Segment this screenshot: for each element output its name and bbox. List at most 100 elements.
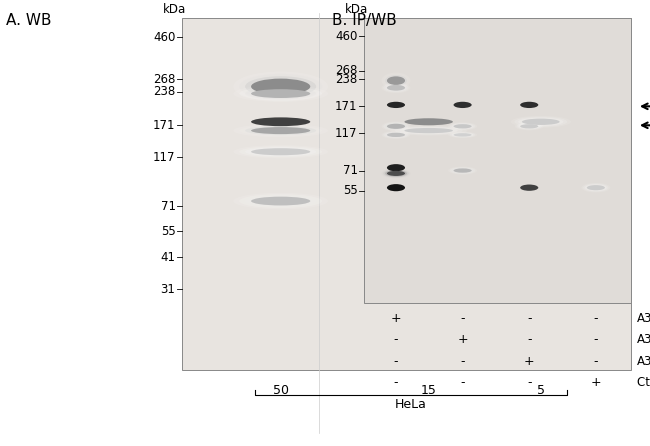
Text: A301-988A: A301-988A — [637, 355, 650, 368]
Ellipse shape — [245, 88, 316, 99]
Ellipse shape — [385, 123, 407, 130]
Ellipse shape — [385, 75, 407, 86]
Text: 71: 71 — [343, 164, 358, 177]
Text: 238: 238 — [335, 73, 358, 86]
Ellipse shape — [511, 116, 571, 128]
Ellipse shape — [251, 78, 310, 95]
Ellipse shape — [385, 170, 407, 177]
Ellipse shape — [387, 171, 405, 176]
Text: +: + — [458, 333, 468, 347]
Text: A301-986A: A301-986A — [637, 312, 650, 325]
Text: +: + — [591, 376, 601, 389]
Ellipse shape — [452, 132, 473, 137]
Text: 238: 238 — [153, 85, 176, 98]
Ellipse shape — [514, 117, 567, 127]
Ellipse shape — [245, 195, 316, 207]
FancyBboxPatch shape — [364, 18, 630, 303]
Ellipse shape — [384, 74, 409, 87]
Text: 41: 41 — [161, 251, 176, 264]
Ellipse shape — [520, 185, 538, 191]
Ellipse shape — [384, 122, 409, 130]
Text: A. WB: A. WB — [6, 13, 52, 29]
Ellipse shape — [452, 168, 473, 173]
Ellipse shape — [251, 89, 310, 98]
Ellipse shape — [450, 123, 475, 130]
Ellipse shape — [239, 74, 322, 99]
Text: -: - — [394, 376, 398, 389]
Text: -: - — [593, 333, 598, 347]
Ellipse shape — [384, 132, 409, 138]
Ellipse shape — [448, 122, 477, 130]
Ellipse shape — [233, 145, 328, 158]
Text: +: + — [391, 312, 401, 325]
Ellipse shape — [452, 124, 473, 129]
Text: HeLa: HeLa — [395, 398, 426, 411]
Text: 171: 171 — [153, 119, 176, 132]
Ellipse shape — [395, 126, 463, 135]
Ellipse shape — [251, 148, 310, 155]
Ellipse shape — [239, 125, 322, 136]
Ellipse shape — [382, 131, 411, 139]
Ellipse shape — [400, 127, 458, 134]
Text: B. IP/WB: B. IP/WB — [332, 13, 396, 29]
Text: 50: 50 — [272, 384, 289, 396]
Ellipse shape — [404, 128, 453, 133]
Text: 31: 31 — [161, 283, 176, 296]
Ellipse shape — [233, 85, 328, 102]
Ellipse shape — [384, 83, 409, 92]
Text: 117: 117 — [335, 127, 358, 140]
Ellipse shape — [387, 124, 405, 129]
Ellipse shape — [518, 118, 564, 126]
Ellipse shape — [520, 102, 538, 108]
Text: 55: 55 — [343, 184, 358, 197]
Text: kDa: kDa — [344, 3, 368, 16]
Ellipse shape — [454, 102, 472, 108]
Ellipse shape — [382, 169, 411, 178]
Ellipse shape — [587, 185, 605, 190]
Ellipse shape — [385, 84, 407, 91]
Ellipse shape — [404, 118, 453, 125]
Text: 5: 5 — [537, 384, 545, 396]
Ellipse shape — [384, 169, 409, 178]
Ellipse shape — [390, 126, 467, 136]
Ellipse shape — [239, 87, 322, 101]
Ellipse shape — [522, 119, 560, 125]
Ellipse shape — [387, 164, 405, 171]
Ellipse shape — [520, 124, 538, 128]
Text: -: - — [527, 312, 532, 325]
Ellipse shape — [245, 76, 316, 97]
Ellipse shape — [518, 124, 540, 129]
FancyBboxPatch shape — [182, 18, 630, 370]
Text: A301-987A: A301-987A — [637, 333, 650, 347]
Ellipse shape — [245, 126, 316, 135]
Text: 171: 171 — [335, 100, 358, 113]
Ellipse shape — [382, 73, 411, 89]
Ellipse shape — [387, 133, 405, 137]
Ellipse shape — [517, 123, 542, 130]
Ellipse shape — [233, 193, 328, 210]
Ellipse shape — [233, 124, 328, 137]
Text: 460: 460 — [153, 31, 176, 44]
Text: -: - — [460, 376, 465, 389]
Text: 268: 268 — [335, 64, 358, 77]
Text: -: - — [527, 376, 532, 389]
Ellipse shape — [448, 166, 477, 175]
Text: -: - — [593, 355, 598, 368]
Ellipse shape — [387, 102, 405, 108]
Ellipse shape — [450, 132, 475, 138]
Ellipse shape — [387, 85, 405, 91]
Ellipse shape — [454, 169, 472, 173]
Text: 71: 71 — [161, 200, 176, 213]
Ellipse shape — [382, 121, 411, 131]
Text: -: - — [394, 333, 398, 347]
Ellipse shape — [251, 117, 310, 126]
Ellipse shape — [245, 147, 316, 156]
Ellipse shape — [233, 71, 328, 102]
Ellipse shape — [515, 122, 544, 130]
Ellipse shape — [251, 197, 310, 206]
Ellipse shape — [585, 184, 606, 191]
Ellipse shape — [239, 146, 322, 157]
Text: +: + — [524, 355, 534, 368]
Ellipse shape — [581, 183, 610, 193]
Text: 268: 268 — [153, 73, 176, 86]
